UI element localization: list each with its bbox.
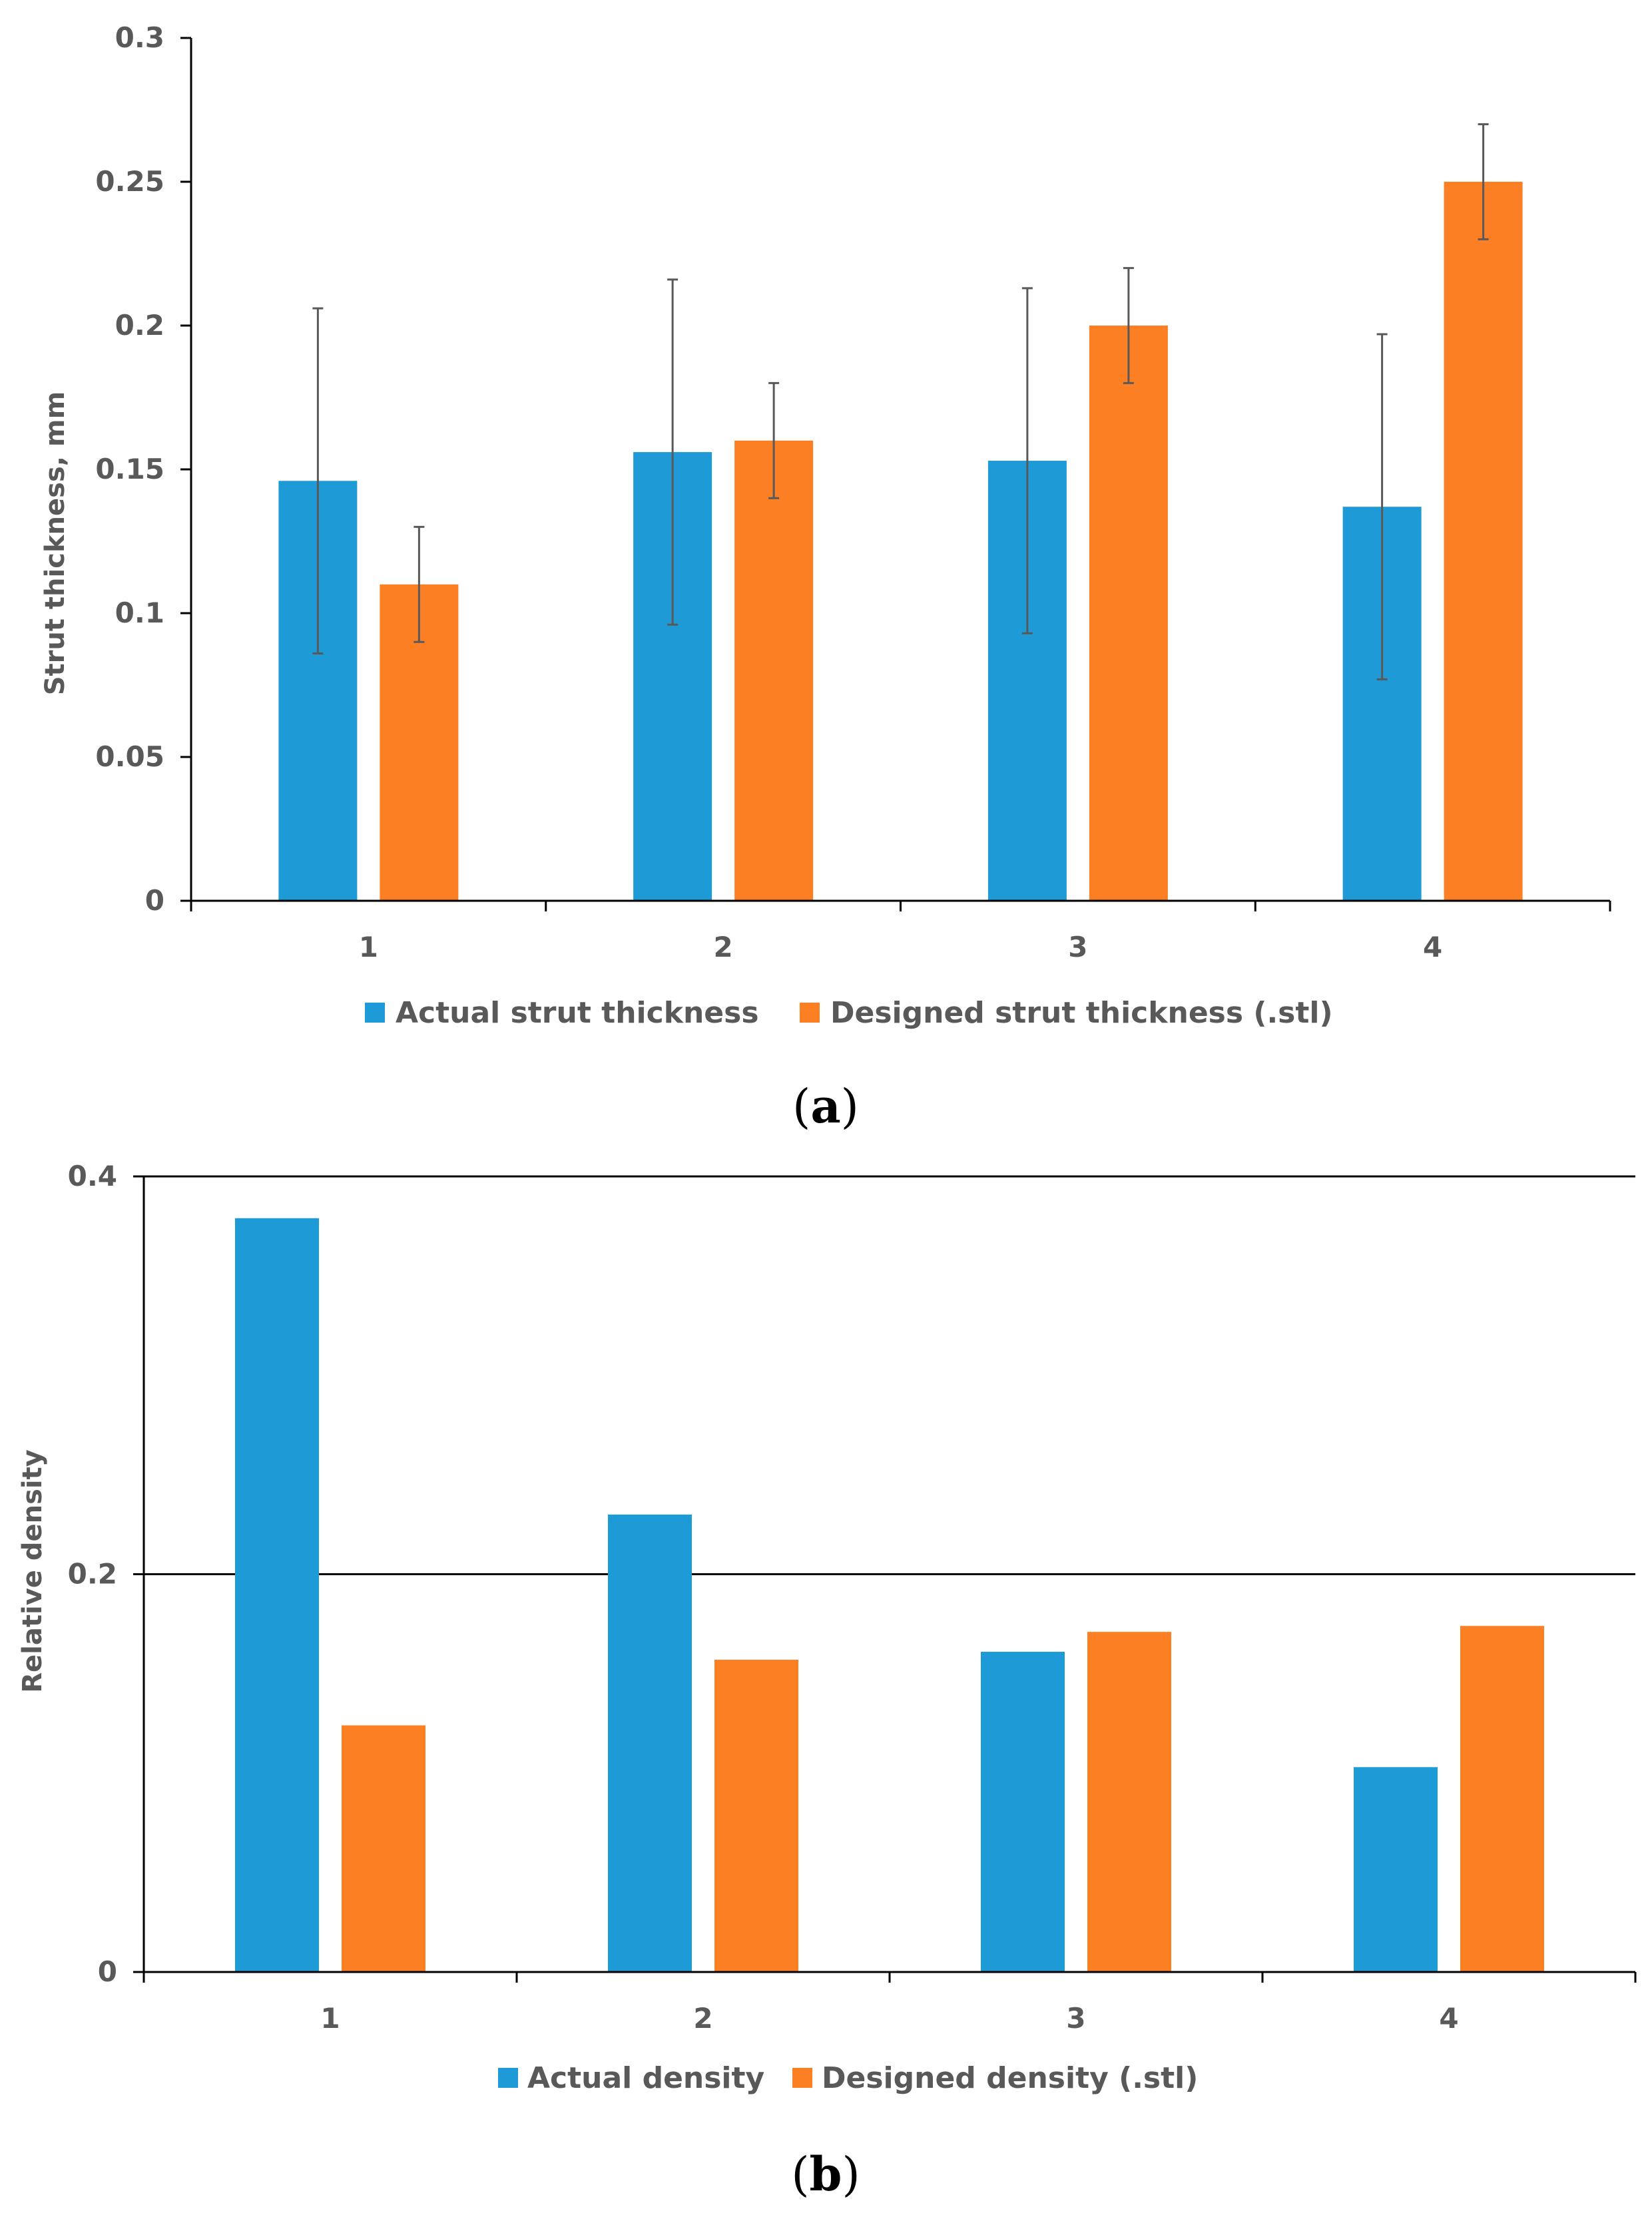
chart-b: Relative density 0 0.2 0.4 1 2 3 4 Actual dens… <box>17 1160 1637 2202</box>
error-bar-a-designed-strut-thickness-stl-3 <box>1123 267 1134 384</box>
bar-b-actual-density-2 <box>608 1514 692 1972</box>
bar-b-designed-density-stl-4 <box>1460 1626 1544 1972</box>
bar-a-designed-strut-thickness-stl-3 <box>1089 326 1168 901</box>
chart-a: Strut thickness, mm 00.050.10.150.20.250… <box>40 21 1611 1134</box>
chart-b-y-tick-label-2: 0.4 <box>68 1160 117 1192</box>
chart-a-y-axis-title: Strut thickness, mm <box>40 391 71 696</box>
chart-a-y-tick-label-5: 0.25 <box>95 165 164 198</box>
chart-a-legend: Actual strut thickness Designed strut th… <box>365 996 1333 1030</box>
panel-label-b: (b) <box>791 2146 860 2202</box>
chart-a-y-tick-label-2: 0.1 <box>115 597 164 629</box>
panel-label-b-letter: b <box>810 2146 842 2202</box>
legend-swatch-designed-density <box>792 2068 812 2088</box>
chart-b-x-tick-label-2: 2 <box>693 2002 712 2035</box>
legend-label-designed-density: Designed density (.stl) <box>822 2061 1198 2095</box>
chart-b-plot-area: 0 0.2 0.4 1 2 3 4 <box>68 1160 1637 2035</box>
bar-b-actual-density-3 <box>981 1652 1065 1972</box>
error-bar-a-designed-strut-thickness-stl-4 <box>1478 123 1489 240</box>
chart-a-y-tick-label-1: 0.05 <box>95 740 164 773</box>
legend-label-actual-density: Actual density <box>527 2061 764 2095</box>
error-bar-a-actual-strut-thickness-3 <box>1021 287 1033 634</box>
legend-label-actual-strut-thickness: Actual strut thickness <box>396 996 759 1030</box>
legend-swatch-designed-strut-thickness <box>800 1003 820 1023</box>
chart-a-y-tick-label-3: 0.15 <box>95 453 164 485</box>
chart-b-x-tick-label-4: 4 <box>1439 2002 1458 2035</box>
bar-b-designed-density-stl-1 <box>342 1725 425 1972</box>
chart-a-x-tick-label-1: 1 <box>359 931 378 963</box>
chart-a-x-tick-label-2: 2 <box>714 931 733 963</box>
legend-swatch-actual-strut-thickness <box>365 1003 385 1023</box>
chart-b-y-tick-label-0: 0 <box>98 1955 117 1988</box>
bar-b-actual-density-4 <box>1354 1767 1438 1972</box>
panel-label-a-letter: a <box>810 1079 840 1134</box>
chart-a-x-tick-label-3: 3 <box>1068 931 1087 963</box>
error-bar-a-designed-strut-thickness-stl-1 <box>413 525 425 643</box>
bar-a-designed-strut-thickness-stl-2 <box>734 440 814 901</box>
chart-b-x-tick-label-1: 1 <box>320 2002 340 2035</box>
chart-a-y-tick-label-4: 0.2 <box>115 309 164 342</box>
bar-b-designed-density-stl-2 <box>714 1659 798 1972</box>
chart-a-x-tick-label-4: 4 <box>1423 931 1442 963</box>
bar-b-actual-density-1 <box>235 1218 319 1972</box>
legend-swatch-actual-density <box>498 2068 518 2088</box>
error-bar-a-actual-strut-thickness-4 <box>1376 333 1388 680</box>
chart-a-y-tick-label-0: 0 <box>145 884 164 917</box>
chart-b-x-tick-label-3: 3 <box>1066 2002 1085 2035</box>
chart-a-y-tick-label-6: 0.3 <box>115 21 164 54</box>
bar-b-designed-density-stl-3 <box>1087 1632 1171 1972</box>
chart-b-y-tick-label-1: 0.2 <box>68 1558 117 1591</box>
error-bar-a-designed-strut-thickness-stl-2 <box>768 381 780 499</box>
chart-a-plot-area: 0 0.05 0.1 0.15 0.2 0.25 0.3 1 2 3 4 <box>95 21 1611 963</box>
bar-a-designed-strut-thickness-stl-4 <box>1444 182 1523 901</box>
legend-label-designed-strut-thickness: Designed strut thickness (.stl) <box>830 996 1333 1030</box>
error-bar-a-actual-strut-thickness-2 <box>667 278 679 626</box>
error-bar-a-actual-strut-thickness-1 <box>312 307 324 654</box>
chart-b-y-axis-title: Relative density <box>17 1449 48 1693</box>
panel-label-a: (a) <box>792 1079 859 1134</box>
chart-b-legend: Actual density Designed density (.stl) <box>498 2061 1198 2095</box>
